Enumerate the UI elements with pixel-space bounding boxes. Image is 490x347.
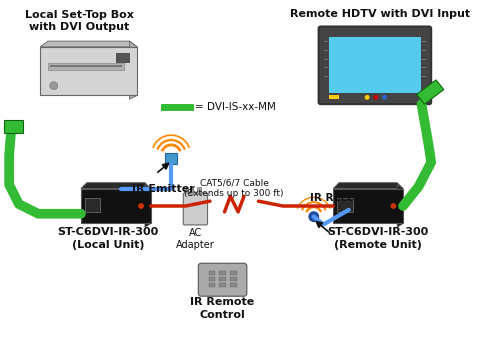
Circle shape xyxy=(138,203,144,209)
Text: Remote HDTV with DVI Input: Remote HDTV with DVI Input xyxy=(290,9,470,19)
Circle shape xyxy=(365,95,369,100)
Polygon shape xyxy=(397,185,403,227)
Bar xyxy=(230,283,237,287)
Polygon shape xyxy=(333,183,403,188)
Bar xyxy=(48,64,123,70)
Text: IR Receiver: IR Receiver xyxy=(310,193,376,203)
Polygon shape xyxy=(129,41,137,99)
Bar xyxy=(209,283,215,287)
Polygon shape xyxy=(416,80,444,104)
Text: AC
Adapter: AC Adapter xyxy=(176,228,215,250)
Bar xyxy=(81,188,151,223)
Text: Local Set-Top Box
with DVI Output: Local Set-Top Box with DVI Output xyxy=(24,10,133,32)
Bar xyxy=(337,198,353,212)
Text: ST-C6DVI-IR-300
(Local Unit): ST-C6DVI-IR-300 (Local Unit) xyxy=(57,227,159,250)
Bar xyxy=(329,37,420,93)
Text: CAT5/6/7 Cable
(Extends up to 300 ft): CAT5/6/7 Cable (Extends up to 300 ft) xyxy=(184,179,284,198)
Polygon shape xyxy=(4,120,23,133)
Bar xyxy=(219,277,226,281)
Polygon shape xyxy=(40,41,137,47)
Bar xyxy=(209,277,215,281)
Text: ST-C6DVI-IR-300
(Remote Unit): ST-C6DVI-IR-300 (Remote Unit) xyxy=(327,227,428,250)
Bar xyxy=(219,271,226,275)
Bar xyxy=(197,187,201,194)
Circle shape xyxy=(50,82,58,90)
Bar xyxy=(219,283,226,287)
FancyBboxPatch shape xyxy=(198,263,247,296)
Circle shape xyxy=(309,212,318,221)
Polygon shape xyxy=(145,185,151,227)
Circle shape xyxy=(373,95,378,100)
Bar xyxy=(190,187,194,194)
Bar xyxy=(230,277,237,281)
Bar xyxy=(333,188,403,223)
Text: IR Remote
Control: IR Remote Control xyxy=(191,297,255,320)
Text: = DVI-IS-xx-MM: = DVI-IS-xx-MM xyxy=(196,102,276,112)
Circle shape xyxy=(382,95,387,100)
FancyBboxPatch shape xyxy=(318,26,431,104)
Bar xyxy=(329,95,339,99)
Bar xyxy=(165,153,177,164)
Polygon shape xyxy=(81,183,151,188)
FancyBboxPatch shape xyxy=(183,193,208,225)
Bar xyxy=(209,271,215,275)
Bar xyxy=(230,271,237,275)
Bar xyxy=(116,53,129,62)
Text: IR Emitter: IR Emitter xyxy=(132,184,195,194)
Bar xyxy=(85,198,100,212)
Bar xyxy=(40,47,137,95)
Bar xyxy=(50,65,122,67)
Circle shape xyxy=(391,203,396,209)
